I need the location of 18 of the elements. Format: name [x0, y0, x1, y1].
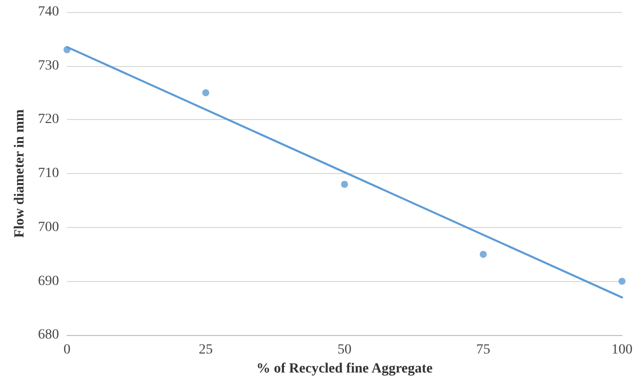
y-tick-label: 730 — [38, 58, 59, 74]
x-axis-title: % of Recycled fine Aggregate — [256, 362, 433, 376]
y-axis-title: Flow diameter in mm — [12, 109, 28, 238]
x-tick-label: 75 — [476, 342, 490, 358]
point — [341, 180, 348, 188]
y-tick-label: 700 — [38, 220, 59, 235]
point — [618, 278, 626, 285]
x-tick-label: 100 — [612, 342, 632, 358]
y-tick-label: 740 — [38, 4, 59, 20]
x-tick-label: 0 — [64, 342, 70, 358]
point — [202, 89, 210, 96]
point — [480, 250, 487, 258]
x-tick-label: 50 — [338, 342, 352, 358]
y-tick-label: 720 — [38, 112, 59, 128]
x-tick-label: 25 — [198, 342, 213, 358]
y-tick-label: 710 — [38, 166, 59, 182]
y-tick-label: 690 — [38, 274, 59, 289]
y-tick-label: 680 — [38, 328, 59, 343]
